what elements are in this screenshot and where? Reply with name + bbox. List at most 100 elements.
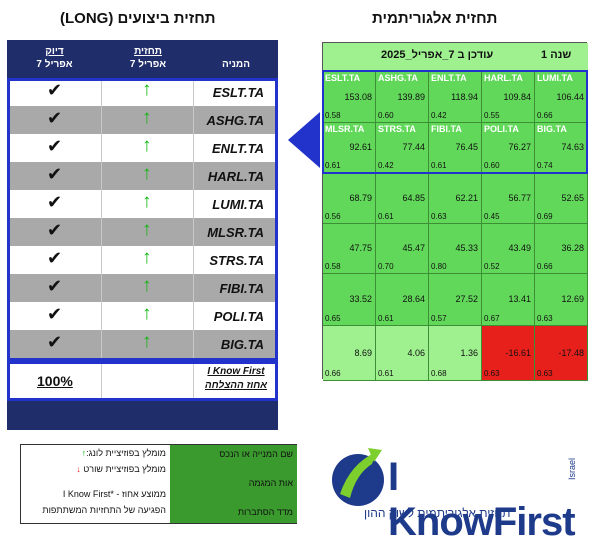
grid-cell: 56.77 0.45 — [482, 173, 535, 224]
grid-cell-signal: 33.52 — [349, 294, 372, 304]
grid-cell: 45.33 0.80 — [429, 224, 482, 274]
forecast-cell: ↑ — [102, 330, 194, 358]
grid-cell-ticker: ENLT.TA — [431, 73, 467, 83]
success-brand: I Know First — [207, 366, 265, 377]
grid-cell-signal: 52.65 — [561, 193, 584, 203]
forecast-cell: ↑ — [102, 134, 194, 162]
grid-cell-probability: 0.45 — [484, 212, 500, 221]
grid-cell-ticker: HARL.TA — [484, 73, 523, 83]
grid-cell-probability: 0.74 — [537, 161, 553, 170]
forecast-cell: ↑ — [102, 302, 194, 330]
grid-cell-signal: 27.52 — [455, 294, 478, 304]
grid-cell: ESLT.TA 153.08 0.58 — [323, 72, 376, 123]
success-rate-row: 100% I Know First אחוז ההצלחה — [7, 361, 278, 401]
grid-cell-probability: 0.69 — [537, 212, 553, 221]
grid-cell: ASHG.TA 139.89 0.60 — [376, 72, 429, 123]
grid-cell: ENLT.TA 118.94 0.42 — [429, 72, 482, 123]
grid-cell-signal: 64.85 — [402, 193, 425, 203]
table-row: ✔ ↑ ESLT.TA — [7, 78, 278, 106]
grid-cell-signal: 8.69 — [354, 348, 372, 358]
grid-cell-probability: 0.63 — [431, 212, 447, 221]
checkmark-icon: ✔ — [47, 248, 63, 268]
stock-ticker: FIBI.TA — [219, 281, 264, 296]
algorithmic-forecast-title: תחזית אלגוריתמית — [372, 10, 498, 27]
legend-brand-note-2: הפגיעה של התחזיות המשתתפות — [42, 505, 166, 515]
up-arrow-icon: ↑ — [142, 79, 152, 100]
grid-cell-signal: 76.27 — [508, 142, 531, 152]
stock-ticker: ASHG.TA — [206, 113, 264, 128]
success-label: I Know First אחוז ההצלחה — [194, 365, 278, 393]
grid-cell: 36.28 0.66 — [535, 224, 588, 274]
accuracy-cell: ✔ — [7, 106, 102, 134]
forecast-cell: ↑ — [102, 274, 194, 302]
stock-ticker: LUMI.TA — [212, 197, 264, 212]
checkmark-icon: ✔ — [47, 136, 63, 156]
grid-cell: -16.61 0.63 — [482, 326, 535, 381]
grid-cell-probability: 0.70 — [378, 262, 394, 271]
accuracy-cell: ✔ — [7, 218, 102, 246]
grid-cell-ticker: BIG.TA — [537, 124, 567, 134]
forecast-cell: ↑ — [102, 106, 194, 134]
grid-cell-probability: 0.58 — [325, 111, 341, 120]
accuracy-cell: ✔ — [7, 190, 102, 218]
grid-cell-probability: 0.61 — [378, 369, 394, 378]
grid-cell-signal: 139.89 — [397, 92, 425, 102]
logo-tagline: תחזית אלגוריתמית לשוק ההון — [364, 506, 511, 520]
table-row: ✔ ↑ POLI.TA — [7, 302, 278, 330]
checkmark-icon: ✔ — [47, 164, 63, 184]
accuracy-cell: ✔ — [7, 78, 102, 106]
accuracy-cell: ✔ — [7, 246, 102, 274]
legend-notes: מומלץ בפוזיציית לונג:↑ מומלץ בפוזיציית ש… — [21, 445, 170, 523]
grid-cell-ticker: FIBI.TA — [431, 124, 462, 134]
success-percent: 100% — [37, 373, 73, 389]
grid-cell: 1.36 0.68 — [429, 326, 482, 381]
grid-cell-signal: -16.61 — [505, 348, 531, 358]
grid-cell-signal: 56.77 — [508, 193, 531, 203]
grid-cell: BIG.TA 74.63 0.74 — [535, 123, 588, 173]
long-arrow-icon: ↑ — [81, 448, 87, 458]
checkmark-icon: ✔ — [47, 220, 63, 240]
accuracy-header-label: דיוק — [45, 46, 64, 57]
forecast-cell: ↑ — [102, 218, 194, 246]
grid-cell-ticker: POLI.TA — [484, 124, 519, 134]
grid-cell-ticker: ESLT.TA — [325, 73, 361, 83]
grid-cell-probability: 0.68 — [431, 369, 447, 378]
grid-cell-probability: 0.60 — [484, 161, 500, 170]
accuracy-cell: ✔ — [7, 274, 102, 302]
grid-cell-probability: 0.67 — [484, 314, 500, 323]
grid-cell-probability: 0.56 — [325, 212, 341, 221]
table-row: ✔ ↑ HARL.TA — [7, 162, 278, 190]
stock-ticker: MLSR.TA — [207, 225, 264, 240]
accuracy-cell: ✔ — [7, 330, 102, 358]
performance-table: דיוק 7 אפריל תחזית 7 אפריל המניה ✔ ↑ ESLT.… — [7, 40, 278, 430]
grid-cell-signal: 77.44 — [402, 142, 425, 152]
grid-cell: LUMI.TA 106.44 0.66 — [535, 72, 588, 123]
table-row: ✔ ↑ ASHG.TA — [7, 106, 278, 134]
grid-cell-ticker: STRS.TA — [378, 124, 416, 134]
success-empty-cell — [102, 361, 194, 401]
logo-mark-icon — [332, 448, 384, 506]
up-arrow-icon: ↑ — [142, 219, 152, 240]
grid-cell-signal: 43.49 — [508, 243, 531, 253]
logo-country: Israel — [567, 458, 577, 481]
grid-cell-probability: 0.58 — [325, 262, 341, 271]
forecast-cell: ↑ — [102, 190, 194, 218]
up-arrow-icon: ↑ — [142, 275, 152, 296]
grid-cell-probability: 0.63 — [484, 369, 500, 378]
checkmark-icon: ✔ — [47, 80, 63, 100]
grid-cell-probability: 0.60 — [378, 111, 394, 120]
grid-cell: 27.52 0.57 — [429, 274, 482, 326]
grid-cell-signal: -17.48 — [558, 348, 584, 358]
legend-short-text: מומלץ בפוזיציית שורט — [83, 464, 166, 474]
grid-cell-signal: 68.79 — [349, 193, 372, 203]
stock-header-label: המניה — [222, 59, 250, 70]
forecast-grid: עודכן ב 7_אפריל_2025 1 שנה ESLT.TA 153.08… — [322, 42, 588, 381]
grid-cell-probability: 0.66 — [537, 111, 553, 120]
grid-cell-probability: 0.57 — [431, 314, 447, 323]
grid-updated-label: עודכן ב 7_אפריל_2025 — [381, 49, 494, 61]
grid-cell: 52.65 0.69 — [535, 173, 588, 224]
table-row: ✔ ↑ FIBI.TA — [7, 274, 278, 302]
grid-cell-probability: 0.66 — [325, 369, 341, 378]
grid-cell: -17.48 0.63 — [535, 326, 588, 381]
forecast-cell: ↑ — [102, 246, 194, 274]
